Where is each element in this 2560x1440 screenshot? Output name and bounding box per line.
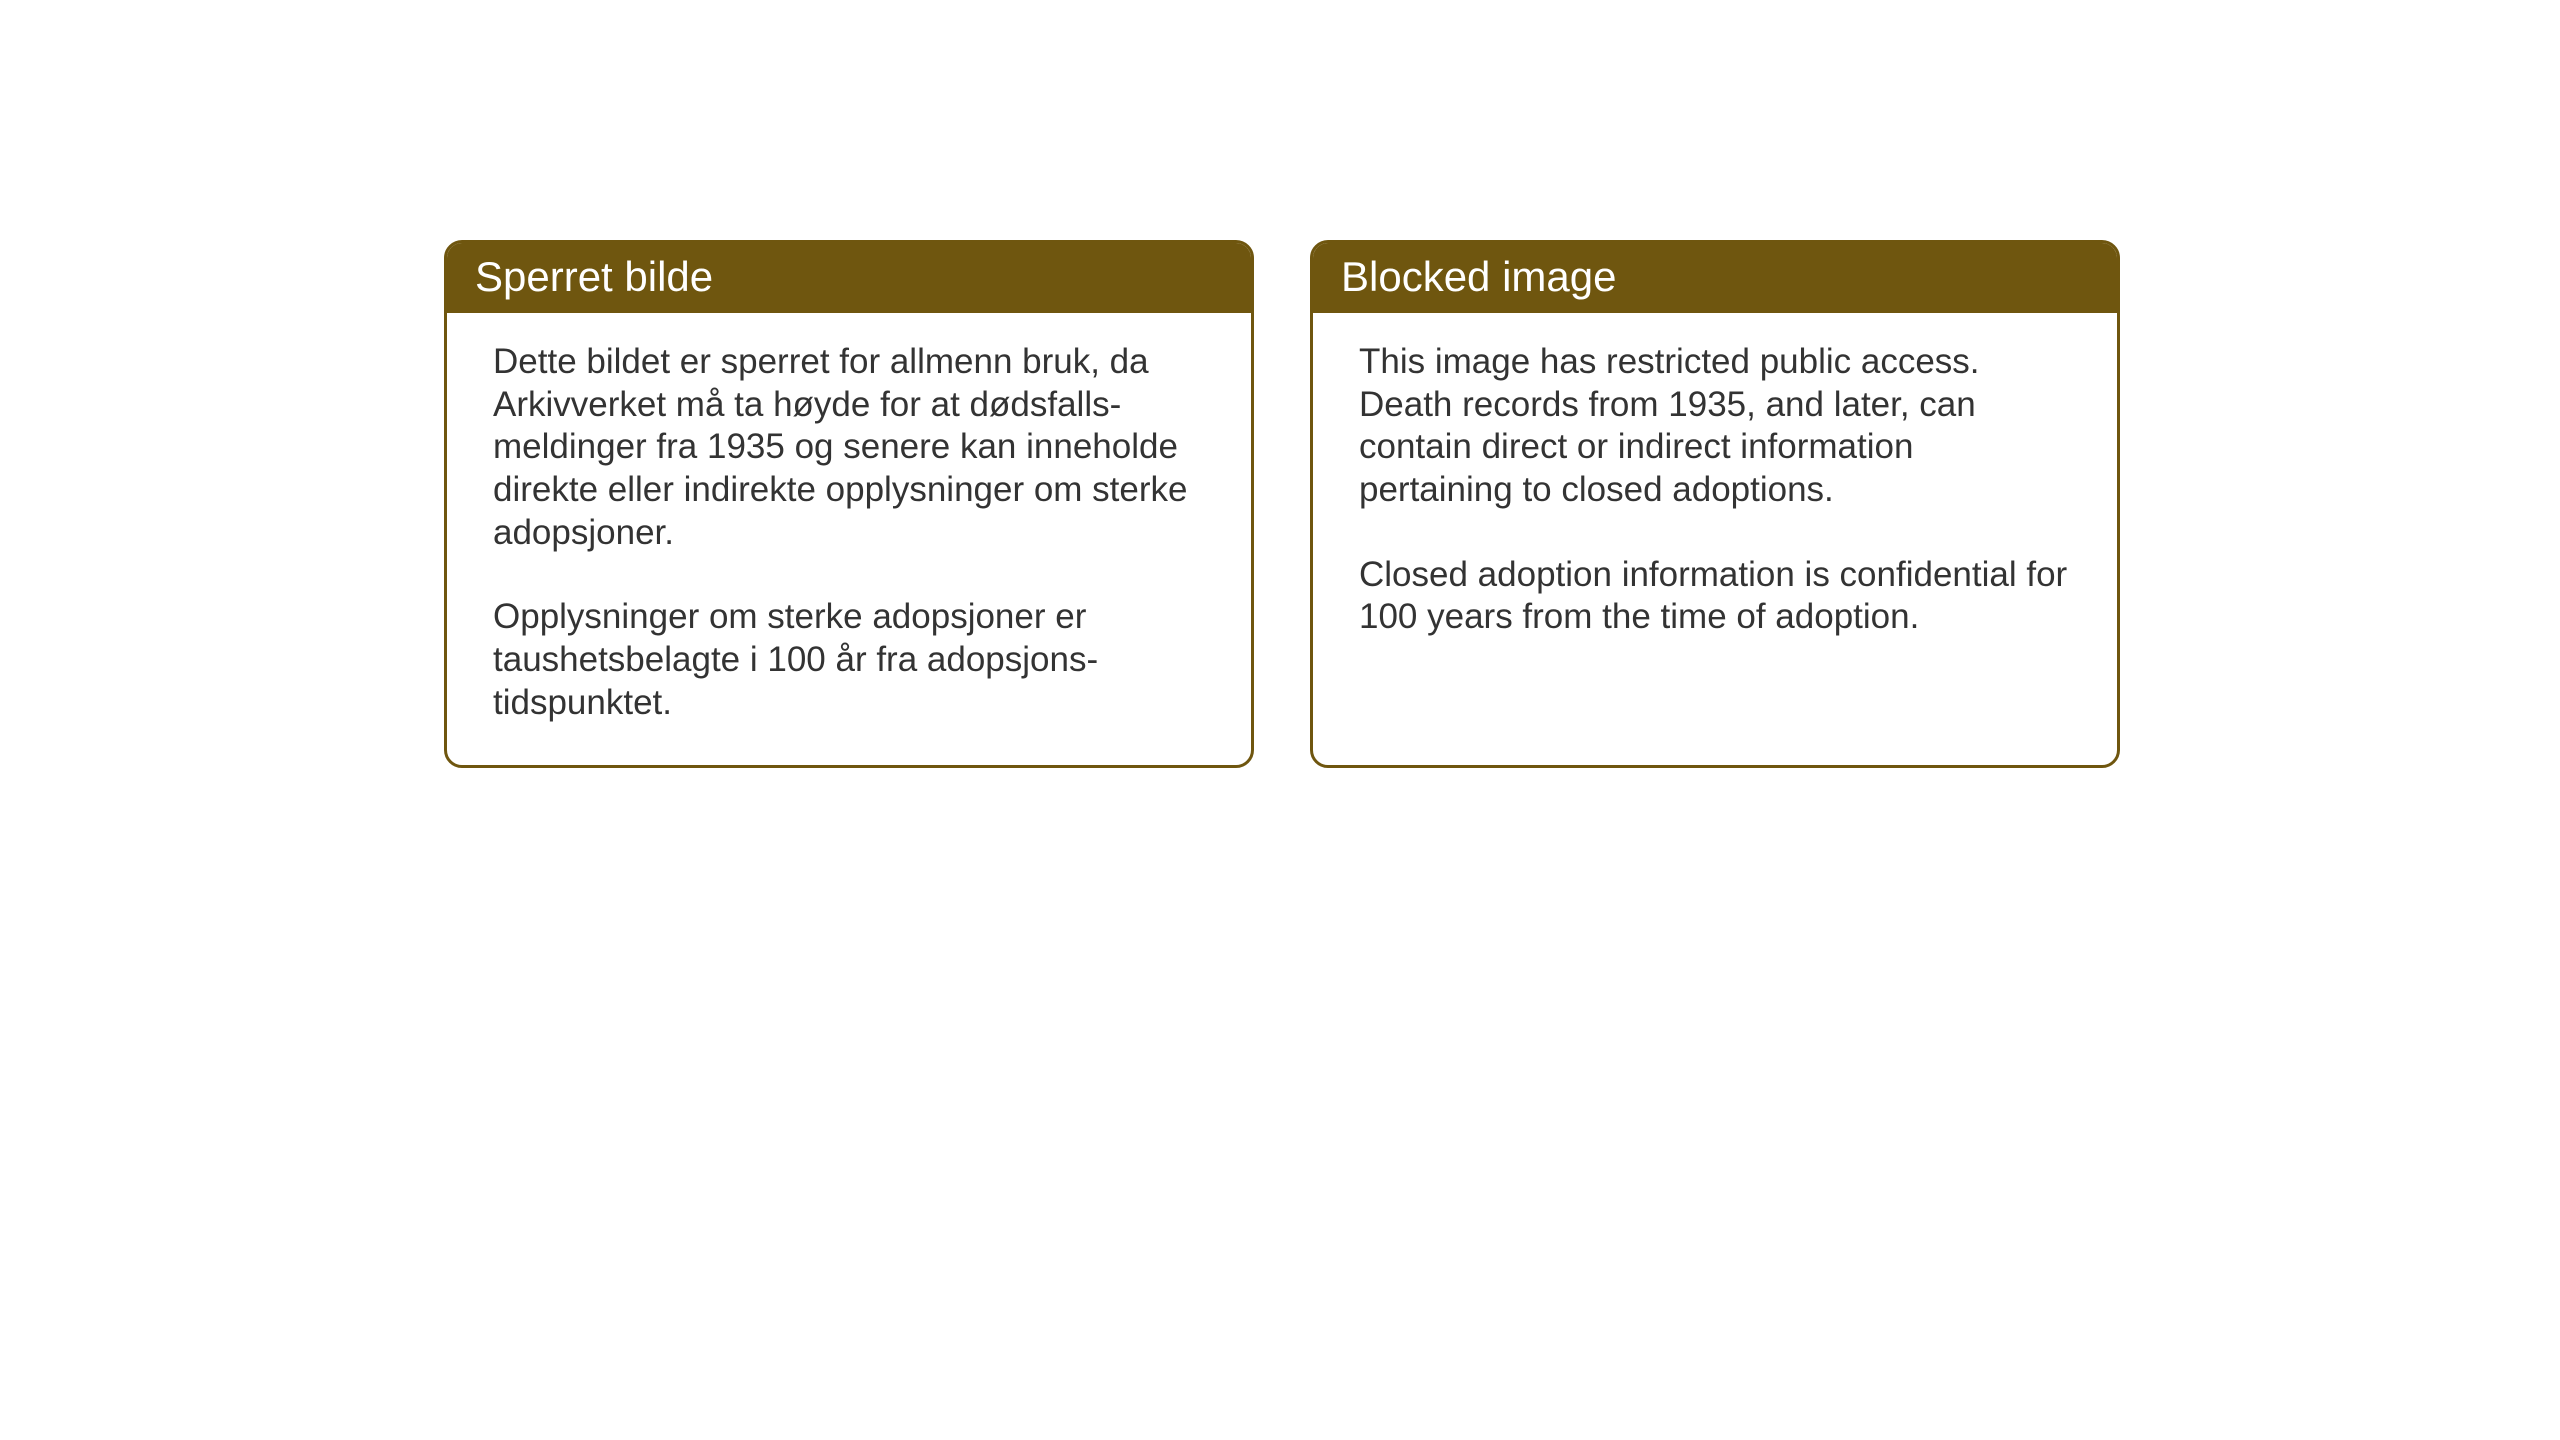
notice-card-norwegian: Sperret bilde Dette bildet er sperret fo… <box>444 240 1254 768</box>
card-body-english: This image has restricted public access.… <box>1313 313 2117 753</box>
card-header-english: Blocked image <box>1313 243 2117 313</box>
paragraph-1-english: This image has restricted public access.… <box>1359 341 2071 512</box>
card-title-english: Blocked image <box>1341 253 1616 300</box>
notice-card-english: Blocked image This image has restricted … <box>1310 240 2120 768</box>
paragraph-2-norwegian: Opplysninger om sterke adopsjoner er tau… <box>493 596 1205 724</box>
notice-container: Sperret bilde Dette bildet er sperret fo… <box>444 240 2120 768</box>
card-body-norwegian: Dette bildet er sperret for allmenn bruk… <box>447 313 1251 765</box>
paragraph-2-english: Closed adoption information is confident… <box>1359 554 2071 639</box>
paragraph-1-norwegian: Dette bildet er sperret for allmenn bruk… <box>493 341 1205 554</box>
card-title-norwegian: Sperret bilde <box>475 253 713 300</box>
card-header-norwegian: Sperret bilde <box>447 243 1251 313</box>
